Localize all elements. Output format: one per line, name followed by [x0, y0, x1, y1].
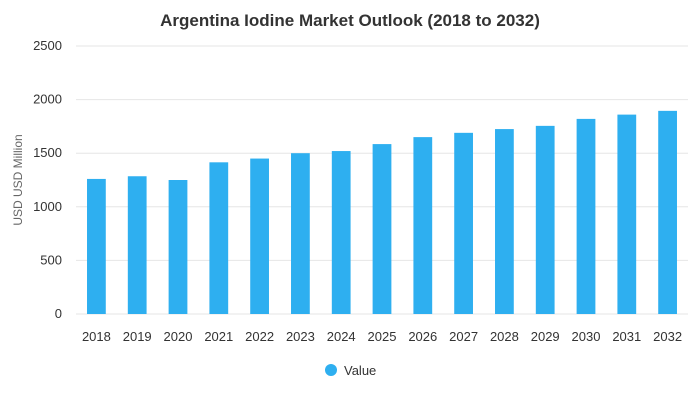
y-tick-label: 2500	[33, 38, 62, 53]
y-tick-label: 2000	[33, 92, 62, 107]
y-tick-label: 500	[40, 252, 62, 267]
y-axis-title: USD USD Million	[11, 134, 25, 225]
y-axis-ticks: 0 500 1000 1500 2000 2500	[33, 38, 62, 321]
y-tick-label: 1500	[33, 145, 62, 160]
bar-2027[interactable]	[454, 132, 473, 314]
x-tick-label-2024: 2024	[327, 329, 356, 344]
bar-2030[interactable]	[576, 118, 596, 315]
bar-2022[interactable]	[250, 158, 269, 314]
bar-2028[interactable]	[495, 129, 514, 314]
x-tick-label-2021: 2021	[204, 329, 233, 344]
bars	[87, 110, 677, 315]
x-tick-label-2031: 2031	[612, 329, 641, 344]
bar-2018[interactable]	[87, 178, 106, 314]
bar-2024[interactable]	[331, 151, 351, 314]
legend-label-value: Value	[344, 363, 376, 378]
x-tick-label-2028: 2028	[490, 329, 519, 344]
bar-2020[interactable]	[168, 180, 188, 314]
x-tick-label-2030: 2030	[572, 329, 601, 344]
chart-title: Argentina Iodine Market Outlook (2018 to…	[160, 11, 540, 30]
x-tick-label-2023: 2023	[286, 329, 315, 344]
x-tick-label-2029: 2029	[531, 329, 560, 344]
bar-2025[interactable]	[372, 144, 392, 314]
bar-2021[interactable]	[209, 162, 229, 314]
x-tick-label-2019: 2019	[123, 329, 152, 344]
bar-2023[interactable]	[291, 153, 310, 314]
bar-2031[interactable]	[617, 114, 637, 314]
x-tick-label-2022: 2022	[245, 329, 274, 344]
x-tick-label-2026: 2026	[408, 329, 437, 344]
x-tick-label-2027: 2027	[449, 329, 478, 344]
bar-2029[interactable]	[535, 125, 555, 314]
bar-2026[interactable]	[413, 137, 433, 314]
y-tick-label: 1000	[33, 199, 62, 214]
x-tick-label-2020: 2020	[164, 329, 193, 344]
legend[interactable]: Value	[325, 363, 376, 378]
x-tick-label-2018: 2018	[82, 329, 111, 344]
bar-2032[interactable]	[658, 110, 677, 314]
x-axis-ticks: 2018 2019 2020 2021 2022 2023 2024 2025 2026 2027…	[82, 329, 682, 344]
x-tick-label-2032: 2032	[653, 329, 682, 344]
legend-swatch-value	[325, 364, 337, 376]
x-tick-label-2025: 2025	[368, 329, 397, 344]
bar-2019[interactable]	[127, 176, 147, 314]
y-tick-label: 0	[55, 306, 62, 321]
